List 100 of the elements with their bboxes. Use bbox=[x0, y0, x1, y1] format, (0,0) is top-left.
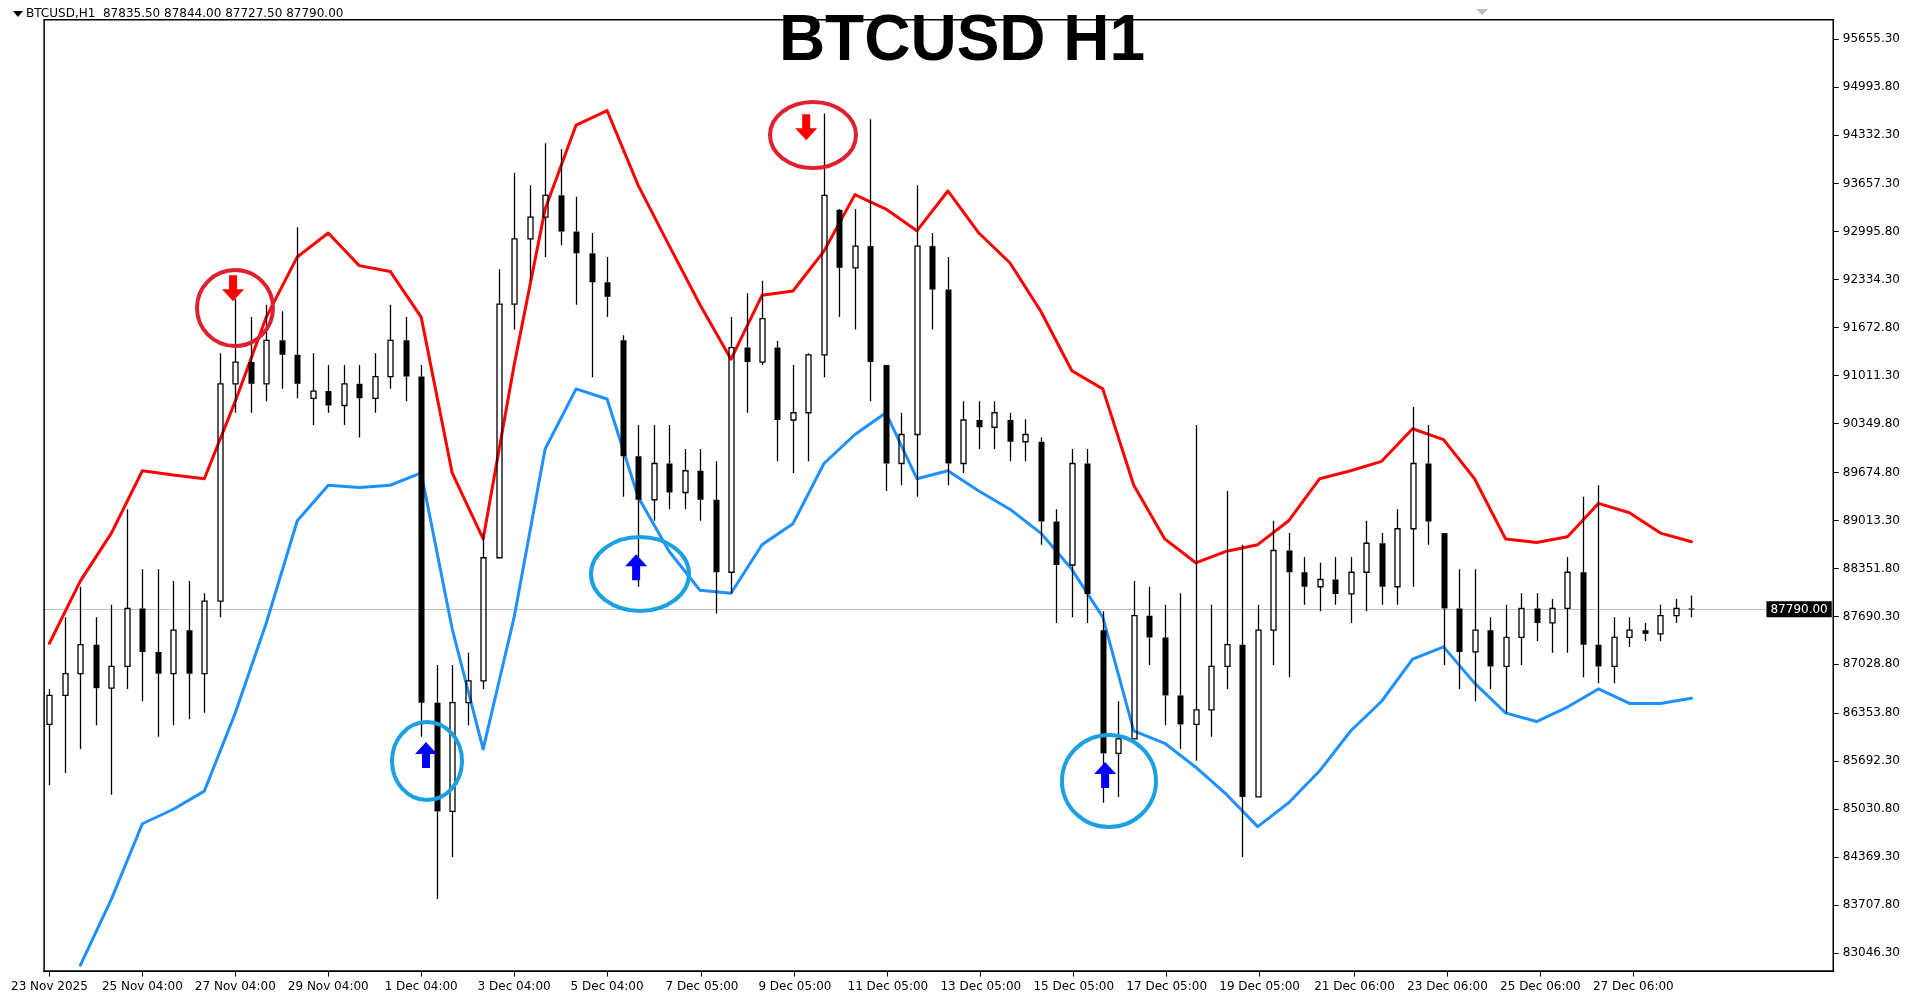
candlestick bbox=[201, 592, 208, 714]
candlestick bbox=[325, 364, 332, 414]
x-tick-label: 15 Dec 05:00 bbox=[1033, 978, 1115, 993]
candlestick bbox=[929, 232, 936, 331]
candlestick bbox=[697, 448, 704, 522]
candlestick bbox=[1038, 436, 1045, 546]
candlestick bbox=[1193, 424, 1200, 762]
x-tick-label: 13 Dec 05:00 bbox=[940, 978, 1022, 993]
candlestick bbox=[1379, 532, 1386, 606]
candlestick bbox=[558, 148, 565, 246]
candlestick bbox=[728, 316, 735, 594]
candlestick bbox=[77, 586, 84, 750]
candlestick bbox=[1441, 533, 1448, 666]
candlestick bbox=[713, 460, 720, 615]
candlestick bbox=[418, 364, 425, 738]
y-tick-label: 91011.30 bbox=[1842, 367, 1901, 382]
x-tick-label: 29 Nov 04:00 bbox=[287, 978, 369, 993]
y-tick-label: 92995.80 bbox=[1842, 224, 1901, 238]
y-tick-label: 90349.80 bbox=[1842, 415, 1901, 430]
candlestick bbox=[511, 172, 518, 331]
x-tick-label: 7 Dec 05:00 bbox=[665, 978, 739, 993]
candlestick bbox=[403, 316, 410, 402]
candlestick bbox=[867, 118, 874, 402]
candlestick bbox=[248, 316, 255, 414]
candlestick bbox=[387, 304, 394, 390]
candlestick bbox=[1363, 520, 1370, 613]
candlestick bbox=[1255, 604, 1262, 798]
candlestick bbox=[1394, 508, 1401, 606]
candlestick bbox=[790, 364, 797, 474]
candlestick bbox=[527, 184, 534, 282]
candlestick bbox=[991, 400, 998, 450]
candlestick bbox=[1301, 556, 1308, 606]
candlestick bbox=[1069, 448, 1076, 618]
candlestick bbox=[1564, 556, 1571, 654]
candlestick bbox=[155, 568, 162, 738]
candlestick bbox=[805, 354, 812, 462]
y-tick-label: 92334.30 bbox=[1842, 271, 1901, 286]
candlestick bbox=[1115, 700, 1122, 798]
candlestick bbox=[1410, 406, 1417, 588]
y-tick-label: 88351.80 bbox=[1842, 560, 1901, 575]
candlestick bbox=[1084, 448, 1091, 624]
candlestick bbox=[759, 280, 766, 366]
y-tick-label: 94332.30 bbox=[1842, 127, 1901, 142]
candlestick bbox=[480, 532, 487, 690]
candlestick bbox=[1626, 616, 1633, 648]
candlestick bbox=[1595, 484, 1602, 684]
x-tick-label: 3 Dec 04:00 bbox=[477, 978, 551, 993]
candlestick bbox=[542, 142, 549, 258]
x-tick-label: 11 Dec 05:00 bbox=[847, 978, 929, 993]
candlestick bbox=[170, 580, 177, 726]
candlestick bbox=[1472, 568, 1479, 702]
candlestick bbox=[279, 310, 286, 390]
candlestick bbox=[1503, 604, 1510, 714]
candlestick bbox=[1611, 616, 1618, 684]
candlestick bbox=[821, 112, 828, 378]
candlestick bbox=[1022, 418, 1029, 462]
x-tick-label: 9 Dec 05:00 bbox=[758, 978, 832, 993]
candlestick bbox=[976, 400, 983, 450]
annotation: BTCUSD,H1 87835.50 87844.00 87727.50 87790.00 bbox=[26, 6, 344, 21]
candlestick bbox=[1332, 556, 1339, 606]
candlestick bbox=[1688, 594, 1695, 618]
candlestick bbox=[774, 340, 781, 462]
candlestick bbox=[604, 256, 611, 318]
candlestick bbox=[1208, 604, 1215, 738]
y-tick-label: 84369.30 bbox=[1842, 849, 1901, 864]
y-tick-label: 89013.30 bbox=[1842, 512, 1901, 527]
candlestick bbox=[1007, 412, 1014, 462]
y-tick-label: 94993.80 bbox=[1842, 79, 1901, 94]
candlestick bbox=[883, 364, 890, 492]
candlestick bbox=[945, 256, 952, 486]
candlestick bbox=[124, 508, 131, 690]
x-tick-label: 25 Nov 04:00 bbox=[101, 978, 183, 993]
candlestick bbox=[589, 232, 596, 378]
x-tick-label: 21 Dec 06:00 bbox=[1314, 978, 1395, 993]
ref-line-label: 87790.00 bbox=[1770, 602, 1828, 617]
candlestick bbox=[186, 580, 193, 721]
y-tick-label: 89674.80 bbox=[1842, 464, 1901, 479]
candlestick bbox=[960, 400, 967, 474]
candlestick bbox=[1286, 532, 1293, 678]
candlestick bbox=[744, 292, 751, 414]
candlestick bbox=[449, 664, 456, 858]
y-tick-label: 87028.80 bbox=[1842, 656, 1901, 671]
candlestick bbox=[1177, 592, 1184, 750]
candlestick bbox=[1534, 592, 1541, 642]
x-tick-label: 5 Dec 04:00 bbox=[570, 978, 644, 993]
candlestick bbox=[1456, 568, 1463, 690]
y-tick-label: 86353.80 bbox=[1842, 705, 1901, 720]
candlestick bbox=[496, 268, 503, 559]
candlestick bbox=[914, 184, 921, 498]
candlestick bbox=[341, 364, 348, 426]
chart-title: BTCUSD H1 bbox=[778, 1, 1146, 74]
candlestick bbox=[1162, 604, 1169, 726]
candlestick bbox=[465, 652, 472, 726]
x-tick-label: 27 Nov 04:00 bbox=[194, 978, 276, 993]
candlestick bbox=[62, 616, 69, 774]
y-tick-label: 87690.30 bbox=[1842, 608, 1901, 623]
y-tick-label: 85692.30 bbox=[1842, 753, 1901, 768]
candlestick bbox=[1425, 424, 1432, 546]
candlestick bbox=[93, 616, 100, 726]
y-tick-label: 91672.80 bbox=[1842, 319, 1901, 334]
